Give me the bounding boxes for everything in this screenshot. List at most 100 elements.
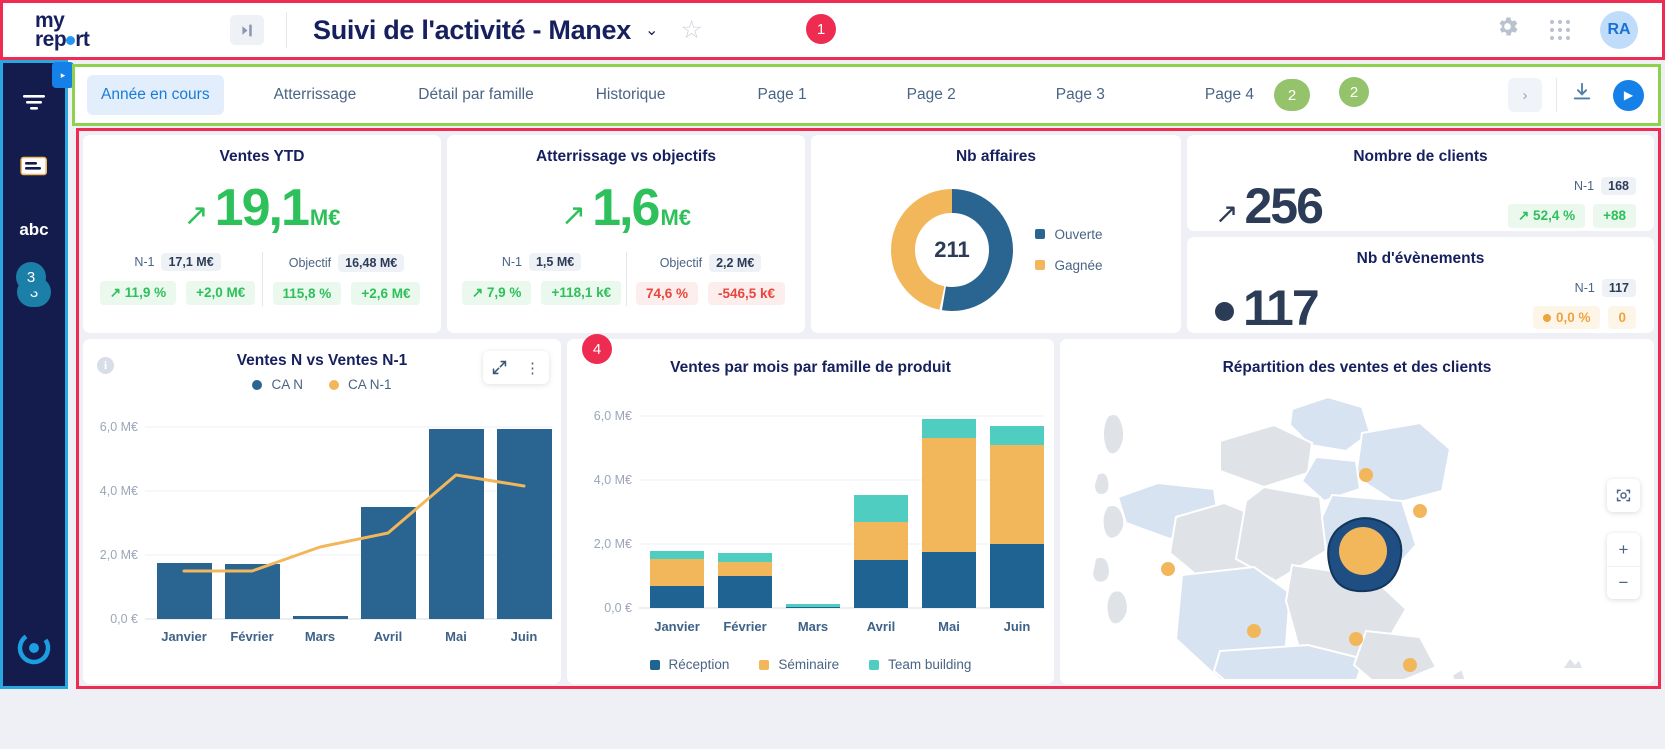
tab-page-1[interactable]: Page 1	[757, 86, 807, 103]
download-icon[interactable]	[1571, 81, 1593, 109]
kpi-card-atterrissage[interactable]: Atterrissage vs objectifs ↗ 1,6M€ N-1 1,5…	[447, 135, 805, 333]
legend-item-ca-n[interactable]: CA N	[252, 377, 303, 392]
map-bubble[interactable]	[1349, 632, 1363, 646]
charts-row: i Ventes N vs Ventes N-1 CA N CA N-1	[83, 339, 1654, 684]
legend-item-gagnee[interactable]: Gagnée	[1035, 258, 1103, 273]
kpi-card-nombre-de-clients[interactable]: Nombre de clients ↗ 256 N-1 168 ↗ 52,4 % …	[1187, 135, 1654, 234]
tab-page-4[interactable]: Page 4	[1204, 86, 1255, 103]
map-region-overseas[interactable]	[1103, 506, 1124, 538]
legend-item-ouverte[interactable]: Ouverte	[1035, 227, 1103, 242]
tab-atterrissage[interactable]: Atterrissage	[273, 86, 357, 103]
bar-juin[interactable]	[497, 429, 552, 619]
ref-label: N-1	[501, 255, 522, 269]
chart-card-ventes-par-famille[interactable]: Ventes par mois par famille de produit 6…	[567, 339, 1054, 684]
zoom-out-button[interactable]: −	[1607, 566, 1640, 599]
tab-historique[interactable]: Historique	[595, 86, 666, 103]
stack-reception-avril[interactable]	[854, 560, 908, 608]
map-region-overseas[interactable]	[1095, 473, 1109, 495]
gear-icon[interactable]	[1495, 14, 1520, 46]
filter-icon[interactable]	[17, 85, 51, 119]
apps-grid-icon[interactable]	[1550, 20, 1570, 40]
avatar[interactable]: RA	[1600, 11, 1638, 49]
stack-seminaire-fevrier[interactable]	[718, 562, 772, 576]
app-logo[interactable]: my rep rt	[3, 10, 178, 50]
sidebar-expand-handle[interactable]: ▸	[52, 62, 74, 88]
map-region-corse[interactable]	[1450, 667, 1468, 679]
zoom-in-button[interactable]: +	[1618, 539, 1629, 559]
dashboard-canvas: Ventes YTD ↗ 19,1M€ N-1 17,1 M€ ↗ 11,9 % …	[76, 128, 1661, 689]
stack-reception-fevrier[interactable]	[718, 576, 772, 608]
map-bubble[interactable]	[1359, 468, 1373, 482]
chevron-down-icon[interactable]: ⌄	[644, 22, 659, 39]
stack-seminaire-avril[interactable]	[854, 522, 908, 560]
map-region-hauts-de-france[interactable]	[1288, 395, 1372, 453]
stack-teambuilding-mai[interactable]	[922, 419, 976, 438]
stack-reception-janvier[interactable]	[650, 586, 704, 608]
bar-mars[interactable]	[293, 616, 348, 619]
donut-center-label: 211	[935, 237, 971, 262]
kpi-compare-objectif: Objectif 2,2 M€ 74,6 % -546,5 k€	[627, 253, 795, 305]
stack-reception-juin[interactable]	[990, 544, 1044, 608]
myreport-mark-icon[interactable]	[17, 631, 51, 670]
gear-glyph	[1499, 17, 1518, 36]
stack-seminaire-janvier[interactable]	[650, 559, 704, 586]
map-region-paca[interactable]	[1352, 629, 1438, 679]
favorite-star-icon[interactable]: ☆	[680, 16, 703, 44]
stack-teambuilding-avril[interactable]	[854, 495, 908, 522]
map-region-overseas[interactable]	[1103, 415, 1124, 454]
kpi-comparison: N-1 168 ↗ 52,4 % +88	[1508, 177, 1636, 228]
legend-item-ca-n1[interactable]: CA N-1	[329, 377, 392, 392]
stack-seminaire-juin[interactable]	[990, 445, 1044, 544]
play-button[interactable]: ▶	[1613, 79, 1644, 111]
map-region-overseas[interactable]	[1107, 591, 1127, 624]
tab-next-icon[interactable]: ›	[1508, 78, 1542, 112]
chart-card-nb-affaires[interactable]: Nb affaires 211 Ouverte Gagné	[811, 135, 1181, 333]
tab-annee-en-cours[interactable]: Année en cours	[87, 75, 224, 115]
collapse-panel-icon[interactable]	[230, 15, 264, 45]
stack-teambuilding-mars[interactable]	[786, 604, 840, 607]
bar-mai[interactable]	[429, 429, 484, 619]
map-bubble[interactable]	[1247, 624, 1261, 638]
stack-seminaire-mai[interactable]	[922, 438, 976, 552]
kpi-compare-n1: N-1 1,5 M€ ↗ 7,9 % +118,1 k€	[458, 253, 626, 305]
kpi-compare-n1: N-1 17,1 M€ ↗ 11,9 % +2,0 M€	[94, 253, 262, 305]
stack-teambuilding-janvier[interactable]	[650, 551, 704, 559]
bar-avril[interactable]	[361, 507, 416, 619]
info-icon[interactable]: i	[97, 357, 114, 374]
kpi-card-nb-evenements[interactable]: Nb d'évènements 117 N-1 117 0,0 % 0	[1187, 237, 1654, 336]
tab-page-2[interactable]: Page 2	[906, 86, 956, 103]
card-menu-icon[interactable]: ⋮	[525, 359, 540, 377]
stack-teambuilding-juin[interactable]	[990, 426, 1044, 445]
abc-text-icon[interactable]: abc	[17, 213, 51, 247]
donut-svg: 211	[891, 188, 1014, 311]
legend-item-reception[interactable]: Réception	[649, 657, 729, 672]
chart-card-repartition-ventes-clients[interactable]: Répartition des ventes et des clients	[1060, 339, 1654, 684]
stack-reception-mars[interactable]	[786, 607, 840, 608]
map-bubble[interactable]	[1161, 562, 1175, 576]
legend-item-seminaire[interactable]: Séminaire	[759, 657, 839, 672]
tab-page-3[interactable]: Page 3	[1055, 86, 1105, 103]
ref-label: N-1	[1573, 179, 1595, 193]
frame-reset-icon[interactable]	[1607, 479, 1640, 512]
chart-card-ventes-n-vs-n1[interactable]: i Ventes N vs Ventes N-1 CA N CA N-1	[83, 339, 561, 684]
map-region-occitanie[interactable]	[1212, 643, 1366, 679]
expand-icon[interactable]	[483, 351, 516, 384]
map-bubble-selected[interactable]	[1339, 527, 1387, 575]
map-bubble[interactable]	[1403, 658, 1417, 672]
tab-overflow-badge[interactable]: 2	[1274, 79, 1311, 111]
stack-reception-mai[interactable]	[922, 552, 976, 608]
map-region-grand-est[interactable]	[1354, 421, 1452, 505]
kpi-comparison: N-1 117 0,0 % 0	[1532, 279, 1636, 329]
neutral-dot-icon	[1215, 302, 1234, 321]
map-bubble[interactable]	[1413, 504, 1427, 518]
card-note-icon[interactable]	[17, 149, 51, 183]
ref-value: 2,2 M€	[709, 253, 762, 272]
map-region-centre-val-de-loire[interactable]	[1234, 485, 1328, 583]
tab-detail-par-famille[interactable]: Détail par famille	[418, 86, 534, 103]
bar-fevrier[interactable]	[225, 564, 280, 619]
stack-teambuilding-fevrier[interactable]	[718, 553, 772, 562]
legend-item-team-building[interactable]: Team building	[869, 657, 971, 672]
kpi-card-ventes-ytd[interactable]: Ventes YTD ↗ 19,1M€ N-1 17,1 M€ ↗ 11,9 % …	[83, 135, 441, 333]
abc-label: abc	[19, 220, 49, 239]
map-region-overseas[interactable]	[1093, 557, 1109, 582]
